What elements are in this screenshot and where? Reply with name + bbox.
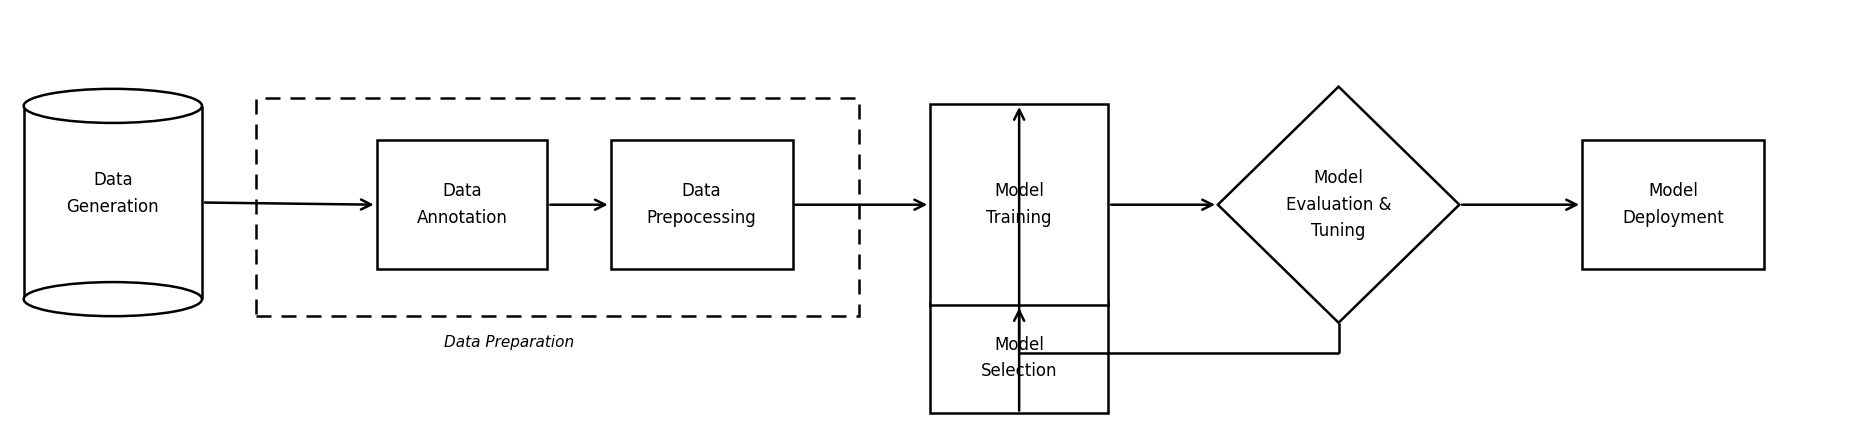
Bar xyxy=(610,140,792,269)
Text: Data Preparation: Data Preparation xyxy=(445,335,575,350)
Text: Data
Generation: Data Generation xyxy=(67,171,160,216)
Text: Model
Evaluation &
Tuning: Model Evaluation & Tuning xyxy=(1285,169,1391,240)
Ellipse shape xyxy=(24,282,203,316)
Bar xyxy=(930,104,1109,305)
Bar xyxy=(1581,140,1763,269)
Text: Model
Training: Model Training xyxy=(986,183,1053,227)
Bar xyxy=(24,106,203,299)
Text: Data
Prepocessing: Data Prepocessing xyxy=(647,183,757,227)
Text: Data
Annotation: Data Annotation xyxy=(417,183,508,227)
Polygon shape xyxy=(1218,87,1460,323)
Bar xyxy=(376,140,547,269)
Text: Model
Selection: Model Selection xyxy=(980,336,1056,380)
Bar xyxy=(930,302,1109,414)
Bar xyxy=(257,98,859,316)
Ellipse shape xyxy=(24,89,203,123)
Text: Model
Deployment: Model Deployment xyxy=(1622,183,1724,227)
